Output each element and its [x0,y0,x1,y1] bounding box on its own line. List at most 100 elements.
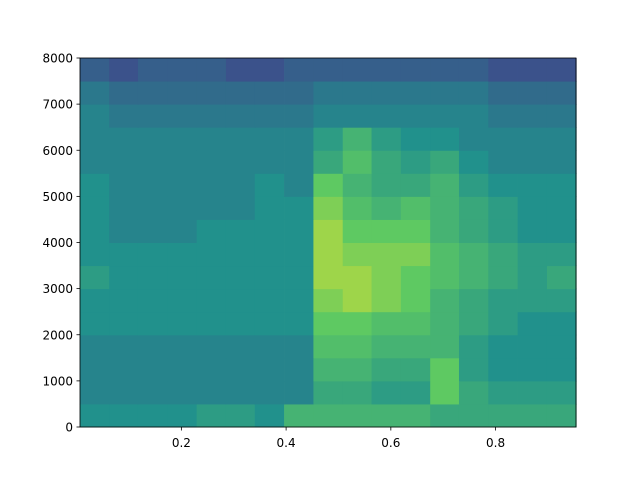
heat-cell [313,173,344,197]
heat-cell [167,242,197,267]
heat-cell [225,288,256,313]
heat-cell [313,311,344,336]
y-tick-label: 7000 [42,98,73,112]
heat-cell [196,127,227,151]
heat-cell [517,242,548,267]
heat-cell [342,219,373,243]
heat-cell [313,150,344,174]
heat-cell [371,219,402,243]
heat-cell [109,288,139,313]
heat-cell [167,380,197,405]
heat-cell [109,334,139,359]
heat-cell [430,403,460,428]
x-tick-label: 0.8 [486,436,505,450]
heat-cell [517,196,548,220]
heat-cell [79,311,110,336]
heat-cell [546,58,577,82]
heat-cell [517,288,548,313]
heat-cell [254,81,285,105]
heat-cell [400,81,431,105]
heat-cell [517,265,548,290]
heat-cell [254,403,285,428]
heat-cell [196,58,227,82]
heat-cell [167,127,197,151]
heat-cell [546,127,577,151]
heat-cell [546,219,577,243]
heat-cell [458,81,489,105]
heat-cell [137,127,168,151]
heat-cell [371,104,402,128]
heat-cell [546,173,577,197]
heat-cell [109,265,139,290]
heat-cell [313,81,344,105]
heat-cell [225,196,256,220]
heat-cell [284,380,314,405]
heat-cell [137,219,168,243]
heat-cell [488,104,518,128]
heat-cell [79,288,110,313]
heat-cell [284,58,314,82]
heat-cell [79,357,110,382]
heat-cell [167,150,197,174]
y-tick-label: 3000 [42,282,73,296]
heat-cell [167,334,197,359]
heat-cell [79,242,110,267]
heat-cell [254,196,285,220]
heat-cell [458,196,489,220]
heat-cell [225,150,256,174]
heat-cell [430,219,460,243]
heat-cell [546,311,577,336]
heat-cell [254,58,285,82]
heat-cell [313,334,344,359]
heat-cell [517,219,548,243]
heat-cell [167,58,197,82]
heat-cell [488,357,518,382]
heat-cell [137,265,168,290]
heat-cell [342,311,373,336]
heat-cell [430,334,460,359]
heat-cell [488,219,518,243]
heat-cell [546,357,577,382]
heat-cell [488,196,518,220]
heat-cell [430,242,460,267]
heat-cell [225,127,256,151]
heat-cell [284,219,314,243]
heat-cell [79,334,110,359]
heat-cell [167,81,197,105]
heat-cell [458,150,489,174]
heat-cell [400,104,431,128]
heat-cell [225,334,256,359]
heat-cell [313,357,344,382]
heat-cell [342,242,373,267]
heat-cell [313,127,344,151]
heat-cell [546,334,577,359]
heat-cell [137,196,168,220]
heat-cell [517,403,548,428]
heat-cell [137,288,168,313]
heat-cell [488,127,518,151]
heat-cell [488,380,518,405]
heat-cell [79,265,110,290]
heat-cell [167,104,197,128]
heat-cell [109,196,139,220]
heat-cell [517,380,548,405]
heat-cell [313,288,344,313]
heat-cell [109,311,139,336]
heat-cell [458,380,489,405]
heat-cell [137,311,168,336]
heat-cell [254,219,285,243]
heat-cell [313,219,344,243]
heat-cell [109,104,139,128]
heat-cell [167,311,197,336]
heat-cell [313,104,344,128]
y-tick-label: 8000 [42,52,73,66]
heat-cell [79,104,110,128]
heat-cell [225,380,256,405]
heat-cell [517,104,548,128]
heat-cell [400,219,431,243]
heat-cell [430,380,460,405]
heat-cell [313,58,344,82]
heat-cell [342,265,373,290]
heat-cell [488,58,518,82]
heat-cell [313,265,344,290]
